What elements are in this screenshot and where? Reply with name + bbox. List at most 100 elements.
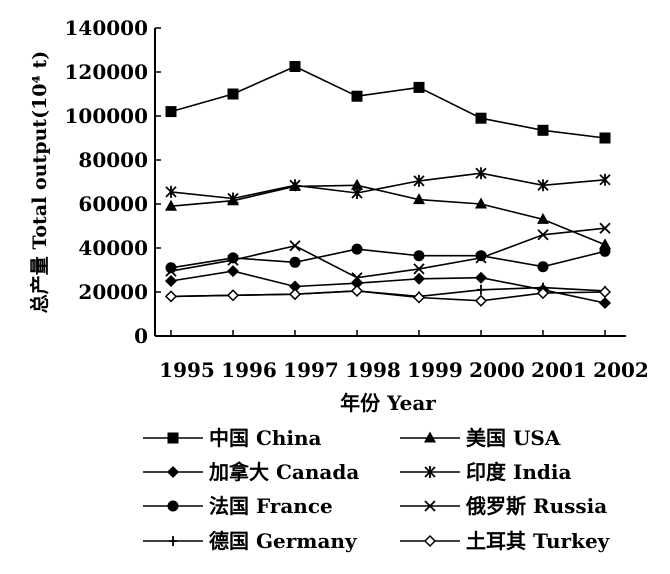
- marker-stroke: [413, 263, 425, 275]
- legend-item: 印度 India: [400, 460, 571, 484]
- data-point: [227, 252, 239, 264]
- marker-stroke: [477, 284, 485, 295]
- data-point: [477, 284, 485, 295]
- legend-item: 美国 USA: [400, 426, 561, 450]
- marker-stroke: [424, 500, 436, 512]
- legend: 中国 China 美国 USA 加拿大 Canada 印度 India 法国 Franc…: [143, 426, 611, 553]
- x-tick-label: 2001: [531, 358, 587, 382]
- marker-stroke: [424, 466, 436, 478]
- series-7: [164, 284, 612, 307]
- legend-label: 印度 India: [466, 460, 571, 484]
- data-point: [423, 534, 437, 548]
- data-point: [412, 291, 426, 304]
- data-point: [167, 432, 179, 444]
- data-point: [165, 275, 177, 287]
- marker-stroke: [351, 272, 363, 284]
- marker-stroke: [289, 179, 301, 192]
- data-point: [167, 466, 179, 478]
- y-tick-label: 100000: [65, 104, 149, 128]
- marker-stroke: [165, 265, 177, 277]
- data-point: [165, 106, 177, 118]
- marker-stroke: [599, 173, 611, 186]
- data-point: [413, 174, 425, 187]
- legend-item: 土耳其 Turkey: [400, 529, 611, 553]
- data-point: [599, 297, 611, 309]
- series-line: [170, 172, 606, 200]
- y-axis-title: 总产量 Total output(10⁴ t): [28, 51, 51, 313]
- x-tick-label: 1998: [345, 358, 401, 382]
- data-point: [289, 240, 301, 252]
- data-point: [537, 261, 549, 273]
- legend-label: 中国 China: [209, 426, 322, 450]
- y-tick-label: 0: [134, 324, 148, 348]
- x-tick-label: 2000: [469, 358, 525, 382]
- data-point: [424, 431, 436, 443]
- legend-item: 加拿大 Canada: [143, 460, 359, 484]
- data-point: [226, 289, 240, 302]
- data-point: [599, 173, 611, 186]
- marker-stroke: [169, 536, 177, 546]
- data-point: [351, 178, 363, 190]
- data-point: [475, 112, 487, 124]
- data-point: [413, 250, 425, 262]
- data-point: [351, 187, 363, 199]
- y-tick-label: 40000: [78, 236, 148, 260]
- marker-stroke: [289, 240, 301, 252]
- y-tick-label: 60000: [78, 192, 148, 216]
- series-line: [170, 184, 606, 246]
- data-point: [167, 500, 179, 512]
- marker-stroke: [227, 254, 239, 266]
- series-0: [165, 61, 611, 144]
- y-axis-ticks: 0 20000 40000 60000 80000 100000 120000 140000: [65, 16, 161, 348]
- x-tick-label: 1996: [221, 358, 277, 382]
- data-point: [413, 193, 425, 205]
- series-5: [165, 222, 611, 284]
- marker-stroke: [475, 167, 487, 180]
- y-tick-label: 140000: [65, 16, 149, 40]
- marker-stroke: [475, 252, 487, 264]
- series-layer: [164, 61, 612, 309]
- data-point: [474, 294, 488, 307]
- legend-item: 中国 China: [143, 426, 322, 450]
- data-point: [475, 252, 487, 264]
- data-point: [165, 265, 177, 277]
- x-axis-ticks: 1995 1996 1997 1998 1999 2000 2001 2002: [159, 330, 649, 382]
- data-point: [537, 229, 549, 241]
- series-line: [170, 248, 606, 269]
- series-1: [165, 178, 611, 250]
- legend-label: 法国 France: [209, 494, 333, 518]
- legend-label: 德国 Germany: [209, 529, 358, 553]
- data-point: [475, 271, 487, 284]
- data-point: [227, 265, 239, 278]
- data-point: [424, 500, 436, 512]
- data-point: [227, 88, 239, 100]
- data-point: [165, 199, 177, 211]
- data-point: [227, 254, 239, 266]
- data-point: [350, 284, 364, 297]
- data-point: [424, 466, 436, 478]
- data-point: [351, 90, 363, 102]
- data-point: [351, 243, 363, 255]
- series-line: [170, 290, 606, 302]
- data-point: [165, 185, 177, 198]
- marker-stroke: [537, 179, 549, 192]
- marker-stroke: [537, 229, 549, 241]
- data-point: [475, 167, 487, 180]
- series-line: [170, 227, 606, 279]
- data-point: [599, 238, 611, 250]
- marker-stroke: [165, 185, 177, 198]
- legend-label: 俄罗斯 Russia: [465, 494, 607, 518]
- legend-label: 土耳其 Turkey: [466, 529, 611, 553]
- x-tick-label: 1995: [159, 358, 215, 382]
- data-point: [599, 222, 611, 234]
- series-line: [170, 65, 606, 139]
- data-point: [227, 192, 239, 205]
- data-point: [289, 61, 301, 72]
- marker-stroke: [227, 192, 239, 205]
- data-point: [169, 536, 177, 546]
- y-tick-label: 20000: [78, 280, 148, 304]
- data-point: [475, 197, 487, 209]
- data-point: [598, 285, 612, 299]
